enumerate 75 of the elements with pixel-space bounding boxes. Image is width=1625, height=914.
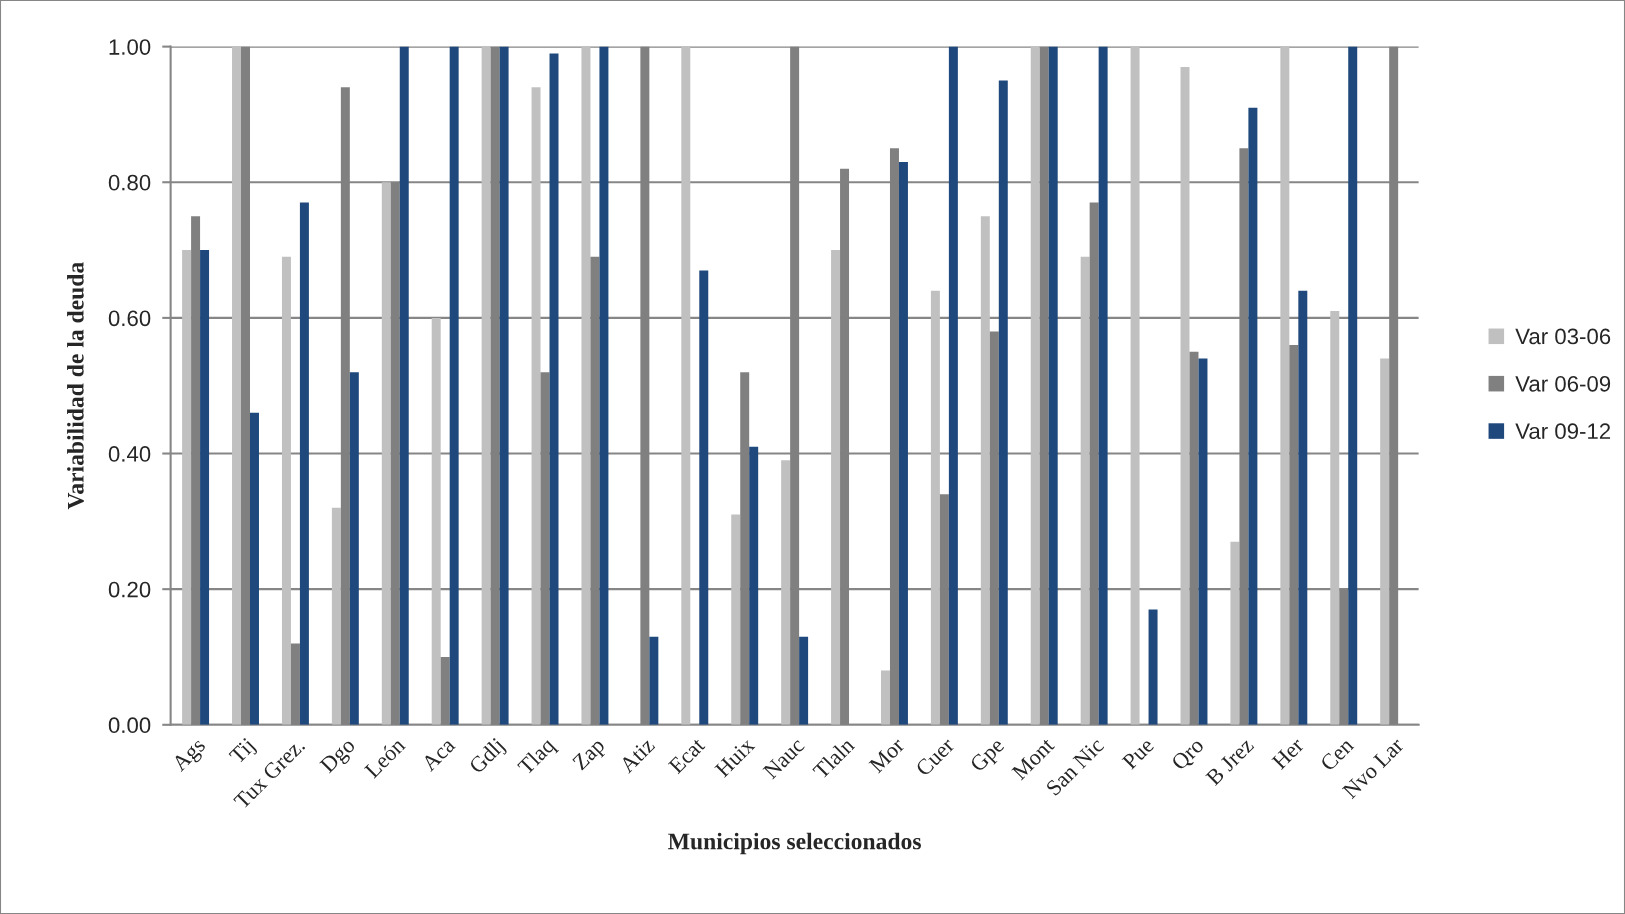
bar	[1380, 358, 1390, 725]
bar	[581, 46, 591, 725]
y-tick-label: 1.00	[109, 39, 151, 55]
x-tick-label: Mor	[868, 736, 906, 774]
bar	[481, 46, 491, 725]
bar	[1248, 107, 1258, 725]
x-tick-label: Cuer	[914, 736, 956, 777]
x-tick-label: Tlaq	[516, 736, 559, 779]
bar	[200, 250, 210, 725]
bar	[681, 46, 691, 725]
bar	[749, 446, 759, 725]
bar	[831, 250, 841, 725]
y-tick-label: 0.00	[108, 717, 151, 734]
bar	[349, 372, 359, 725]
y-axis-title: Variabilidad de la deuda	[67, 262, 84, 510]
x-tick-label: Her	[1271, 736, 1305, 771]
x-tick-label: Tlaln	[811, 736, 856, 780]
bar	[250, 412, 259, 725]
bar	[699, 270, 709, 725]
bar	[431, 317, 441, 725]
bar	[182, 250, 192, 725]
bar	[531, 87, 541, 725]
x-tick-label: Zap	[571, 737, 609, 774]
x-tick-label: Dgo	[319, 737, 359, 777]
x-tick-label: Qro	[1170, 737, 1207, 774]
x-tick-label: Atiz	[618, 736, 656, 774]
bar	[399, 46, 409, 725]
x-tick-label: Ags	[170, 736, 210, 776]
y-tick-label: 0.20	[108, 581, 151, 598]
bar	[232, 46, 242, 725]
x-tick-label: Aca	[420, 736, 457, 773]
x-axis-title: Municipios seleccionados	[668, 832, 921, 855]
x-tick-label: B Jrez	[1205, 736, 1255, 787]
bar	[1298, 290, 1308, 725]
bar	[1198, 358, 1208, 725]
y-tick-label: 0.80	[108, 174, 151, 191]
bar	[1280, 46, 1290, 725]
bar	[998, 80, 1008, 725]
bar	[1330, 311, 1340, 725]
bar	[1148, 609, 1158, 725]
bar	[799, 636, 809, 725]
x-tick-label: Tij	[228, 737, 259, 768]
x-tick-label: Gdlj	[467, 737, 508, 778]
bar	[1348, 46, 1358, 725]
bar	[299, 202, 309, 725]
bar	[1080, 256, 1090, 725]
bar	[499, 46, 509, 725]
bar	[281, 256, 291, 725]
x-tick-label: Cen	[1319, 736, 1355, 772]
bar	[1230, 541, 1240, 725]
bar	[449, 46, 459, 725]
bar	[948, 46, 958, 725]
bar	[898, 161, 908, 725]
bar	[880, 670, 890, 725]
bar	[381, 182, 391, 725]
bar	[980, 216, 990, 725]
x-tick-label: Gpe	[969, 736, 1009, 776]
bar	[599, 46, 609, 725]
legend-label: Var 09-12	[1515, 423, 1611, 440]
bar	[781, 460, 791, 725]
bar	[649, 636, 659, 725]
legend-label: Var 03-06	[1515, 328, 1611, 345]
bar	[930, 290, 940, 725]
bar	[1098, 46, 1108, 725]
bar	[731, 514, 741, 725]
bar	[1130, 46, 1140, 725]
bar	[1030, 46, 1040, 725]
legend-label: Var 06-09	[1515, 375, 1611, 392]
bar	[331, 507, 341, 725]
y-tick-label: 0.40	[108, 446, 151, 462]
x-tick-label: Ecat	[667, 736, 706, 775]
bar	[549, 53, 559, 725]
bar	[1048, 46, 1058, 725]
y-tick-label: 0.60	[108, 310, 151, 327]
x-tick-label: Pue	[1121, 737, 1155, 771]
